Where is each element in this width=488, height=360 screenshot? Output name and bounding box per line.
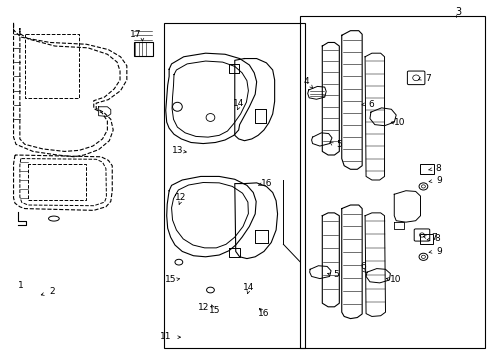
- Text: 10: 10: [393, 118, 405, 127]
- Text: 8: 8: [434, 164, 440, 173]
- Text: 16: 16: [258, 309, 269, 318]
- Text: 5: 5: [332, 270, 338, 279]
- Text: 8: 8: [433, 234, 439, 243]
- Text: 7: 7: [430, 233, 436, 242]
- Text: 14: 14: [232, 99, 244, 108]
- Bar: [300, 16, 484, 348]
- Text: 13: 13: [171, 146, 183, 155]
- Text: 16: 16: [260, 179, 272, 188]
- Text: 17: 17: [130, 30, 142, 39]
- Text: 6: 6: [367, 100, 373, 109]
- Text: 6: 6: [360, 262, 366, 271]
- Text: 3: 3: [454, 7, 461, 17]
- Text: 10: 10: [388, 275, 400, 284]
- Text: 2: 2: [49, 287, 55, 296]
- Text: 5: 5: [336, 140, 342, 149]
- Text: 9: 9: [435, 247, 441, 256]
- Text: 9: 9: [435, 176, 441, 185]
- Bar: [164, 23, 305, 348]
- Text: 14: 14: [242, 283, 254, 292]
- Text: 4: 4: [304, 77, 309, 86]
- Text: 12: 12: [174, 193, 185, 202]
- Bar: [419, 163, 433, 174]
- Text: 11: 11: [160, 332, 171, 341]
- Text: 15: 15: [208, 306, 220, 315]
- Text: 12: 12: [197, 303, 208, 312]
- Bar: [419, 234, 432, 244]
- Text: 1: 1: [18, 281, 23, 290]
- Text: 7: 7: [425, 74, 430, 83]
- Text: 15: 15: [164, 275, 176, 284]
